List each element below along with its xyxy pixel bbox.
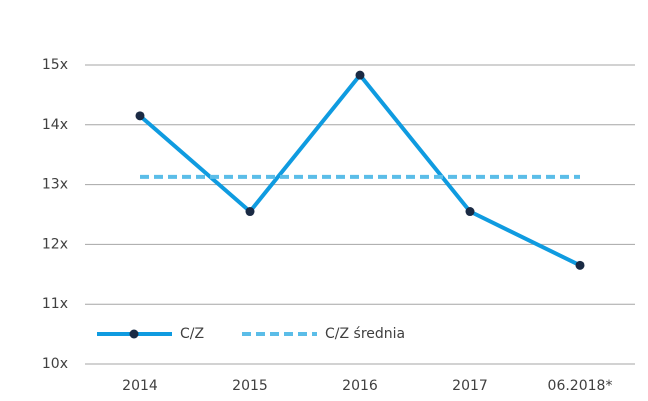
point — [135, 111, 145, 121]
y-tick-label: 13x — [42, 177, 68, 193]
y-tick-label: 10x — [42, 356, 68, 372]
x-tick-label: 2014 — [122, 378, 158, 394]
x-tick-label: 06.2018* — [548, 378, 613, 394]
x-tick-label: 2017 — [452, 378, 488, 394]
legend-label: C/Z — [180, 326, 204, 342]
point — [575, 260, 585, 270]
y-tick-label: 11x — [42, 296, 68, 312]
point — [465, 207, 475, 217]
legend-marker — [129, 329, 139, 339]
x-tick-label: 2016 — [342, 378, 378, 394]
series-line — [138, 73, 581, 268]
y-tick-label: 15x — [42, 57, 68, 73]
x-tick-label: 2015 — [232, 378, 268, 394]
legend-label: C/Z średnia — [325, 326, 405, 342]
point — [245, 207, 255, 217]
y-tick-label: 12x — [42, 236, 68, 252]
point — [355, 70, 365, 80]
y-tick-label: 14x — [42, 117, 68, 133]
